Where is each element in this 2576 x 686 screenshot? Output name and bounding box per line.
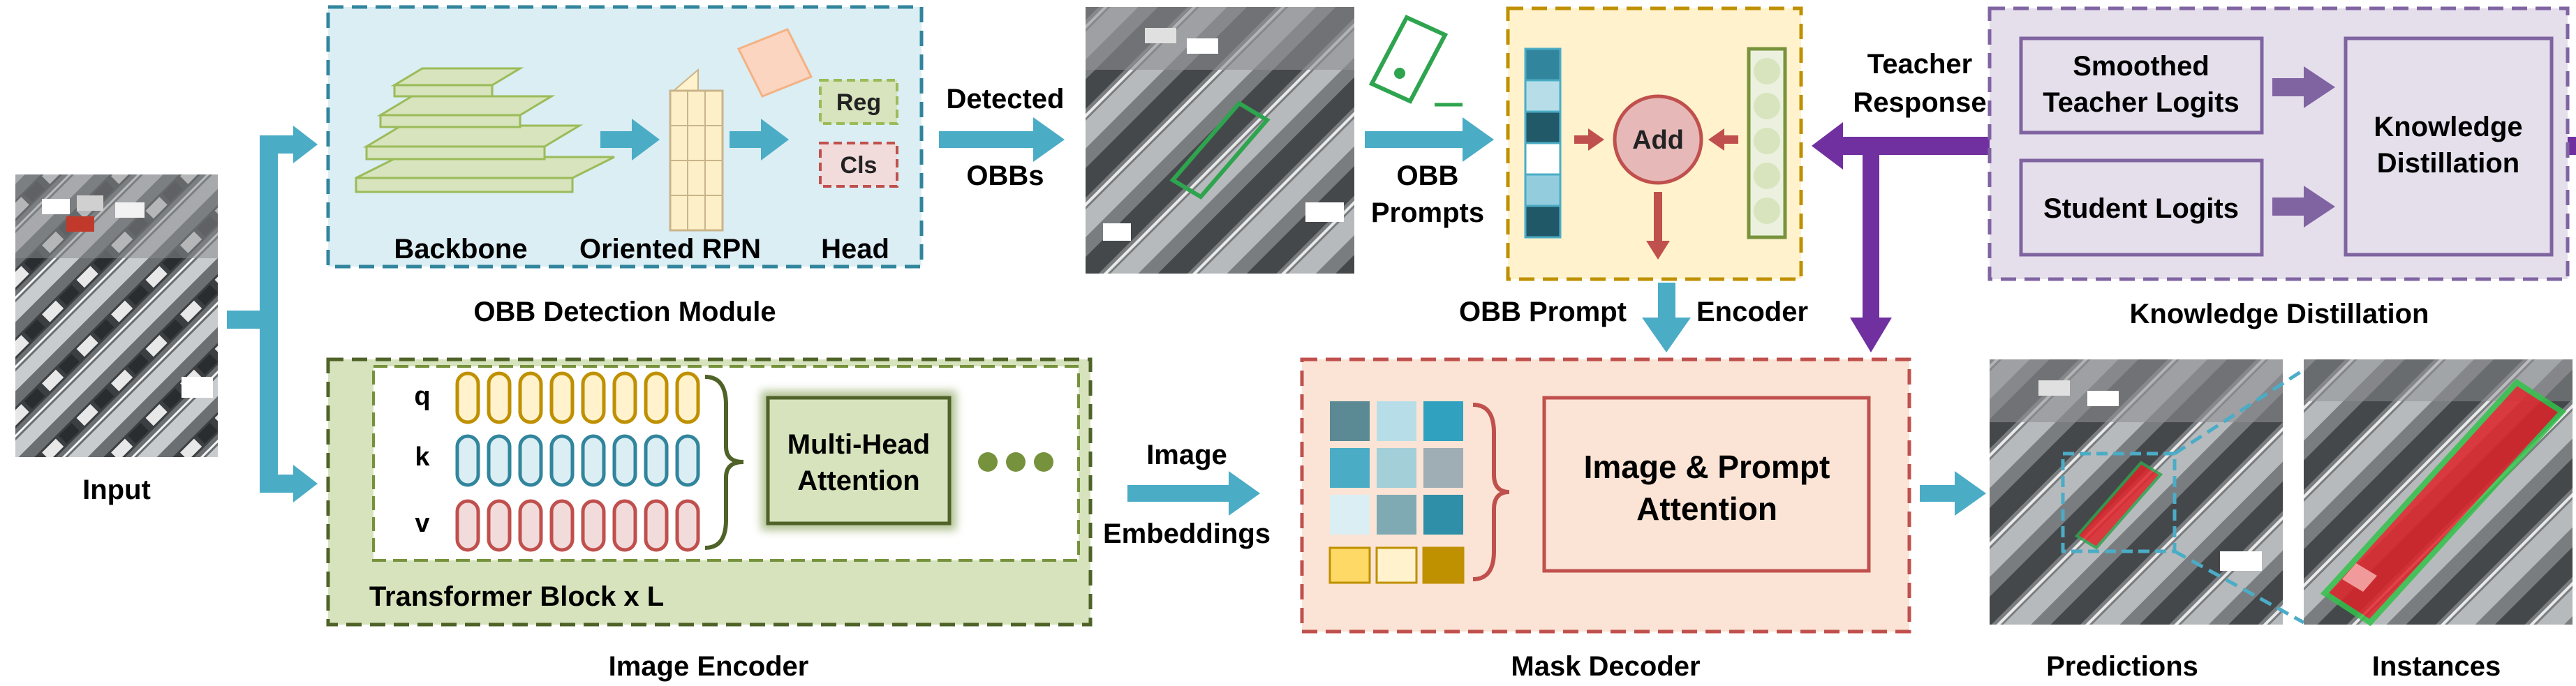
backbone-to-rpn-arrow [600,119,660,161]
image-embeddings-arrow [1127,471,1260,516]
teacher-logits-label: Teacher Logits [2043,87,2240,118]
zoom-line-bottom [2173,549,2305,625]
backbone-icon [355,67,615,193]
image-embedding-grid [1330,401,1463,535]
obbs-label: OBBs [966,161,1044,191]
attention-label: Attention [797,465,920,496]
predicted-mask [2074,461,2163,550]
decoder-to-predictions-arrow [1920,471,1986,516]
head-label: Head [821,234,889,264]
multi-head-label: Multi-Head [787,429,930,460]
image-label: Image [1146,440,1227,470]
knowledge-distillation-inner-box [2344,36,2554,257]
smoothed-label: Smoothed [2073,51,2209,82]
reg-box [819,79,898,125]
detected-label: Detected [947,84,1065,114]
predictions-label: Predictions [2046,651,2198,682]
smoothed-to-kd-arrow [2272,66,2335,108]
obb-prompt-encoder-title-left: OBB Prompt [1459,297,1627,327]
query-tokens [455,371,700,424]
prompt-attention-label: Attention [1636,491,1777,527]
embeddings-label: Embeddings [1103,519,1271,549]
cls-label: Cls [841,152,878,179]
teacher-embedding-vector [1747,47,1787,239]
obb-label: OBB [1397,161,1459,191]
reg-label: Reg [836,89,881,116]
obb-prompt-icon [1368,15,1463,107]
prompt-token-row [1328,546,1465,584]
input-image [15,174,218,457]
encoder-to-decoder-arrow [1642,283,1691,352]
detected-obb-box [1169,100,1271,200]
zoom-line-top [2173,368,2305,456]
add-label: Add [1632,126,1684,155]
v-label: v [415,509,429,538]
instance-mask [2320,378,2567,627]
key-tokens [455,434,700,487]
column-to-add-arrow [1574,128,1604,151]
oriented-rpn-label: Oriented RPN [579,234,761,264]
k-label: k [415,442,430,472]
obb-detection-module-title: OBB Detection Module [473,297,776,327]
vector-to-add-arrow [1708,128,1738,151]
smoothed-teacher-logits-box [2019,36,2264,135]
detected-image [1086,7,1354,274]
student-to-kd-arrow [2272,186,2335,228]
roi-feature-icon [736,28,813,98]
student-logits-label: Student Logits [2043,193,2239,224]
obb-prompt-encoder-title-right: Encoder [1696,297,1808,327]
multi-head-attention-box [766,396,952,525]
image-prompt-label: Image & Prompt [1584,449,1830,485]
teacher-label: Teacher [1867,49,1972,80]
backbone-label: Backbone [394,234,527,264]
knowledge-label: Knowledge [2374,112,2522,142]
oriented-rpn-icon [669,68,724,232]
obb-prompts-arrow [1365,117,1494,162]
q-label: q [414,382,430,411]
detected-arrow [939,117,1065,162]
cls-box [819,142,898,188]
qkv-brace [704,375,744,550]
student-logits-box [2019,158,2264,257]
add-node [1613,94,1703,185]
mask-decoder-title: Mask Decoder [1511,651,1700,682]
predictions-image [1990,359,2283,625]
input-label: Input [82,475,151,505]
instances-label: Instances [2372,651,2501,682]
transformer-block-label: Transformer Block x L [369,581,664,612]
zoom-region-box [2061,452,2177,553]
image-prompt-attention-box [1542,396,1871,573]
prompts-label: Prompts [1371,197,1484,228]
value-tokens [455,499,700,552]
add-to-output-arrow [1646,192,1670,260]
instance-highlight [2342,563,2377,592]
decoder-brace [1472,403,1510,581]
ellipsis-dots [978,452,1053,472]
rpn-to-head-arrow [730,119,789,161]
response-label: Response [1853,87,1986,118]
image-encoder-title: Image Encoder [609,651,809,682]
prompt-embedding-column [1524,47,1562,239]
input-split-arrow [227,126,318,502]
knowledge-distillation-title: Knowledge Distillation [2130,299,2429,329]
distillation-label: Distillation [2377,148,2519,179]
